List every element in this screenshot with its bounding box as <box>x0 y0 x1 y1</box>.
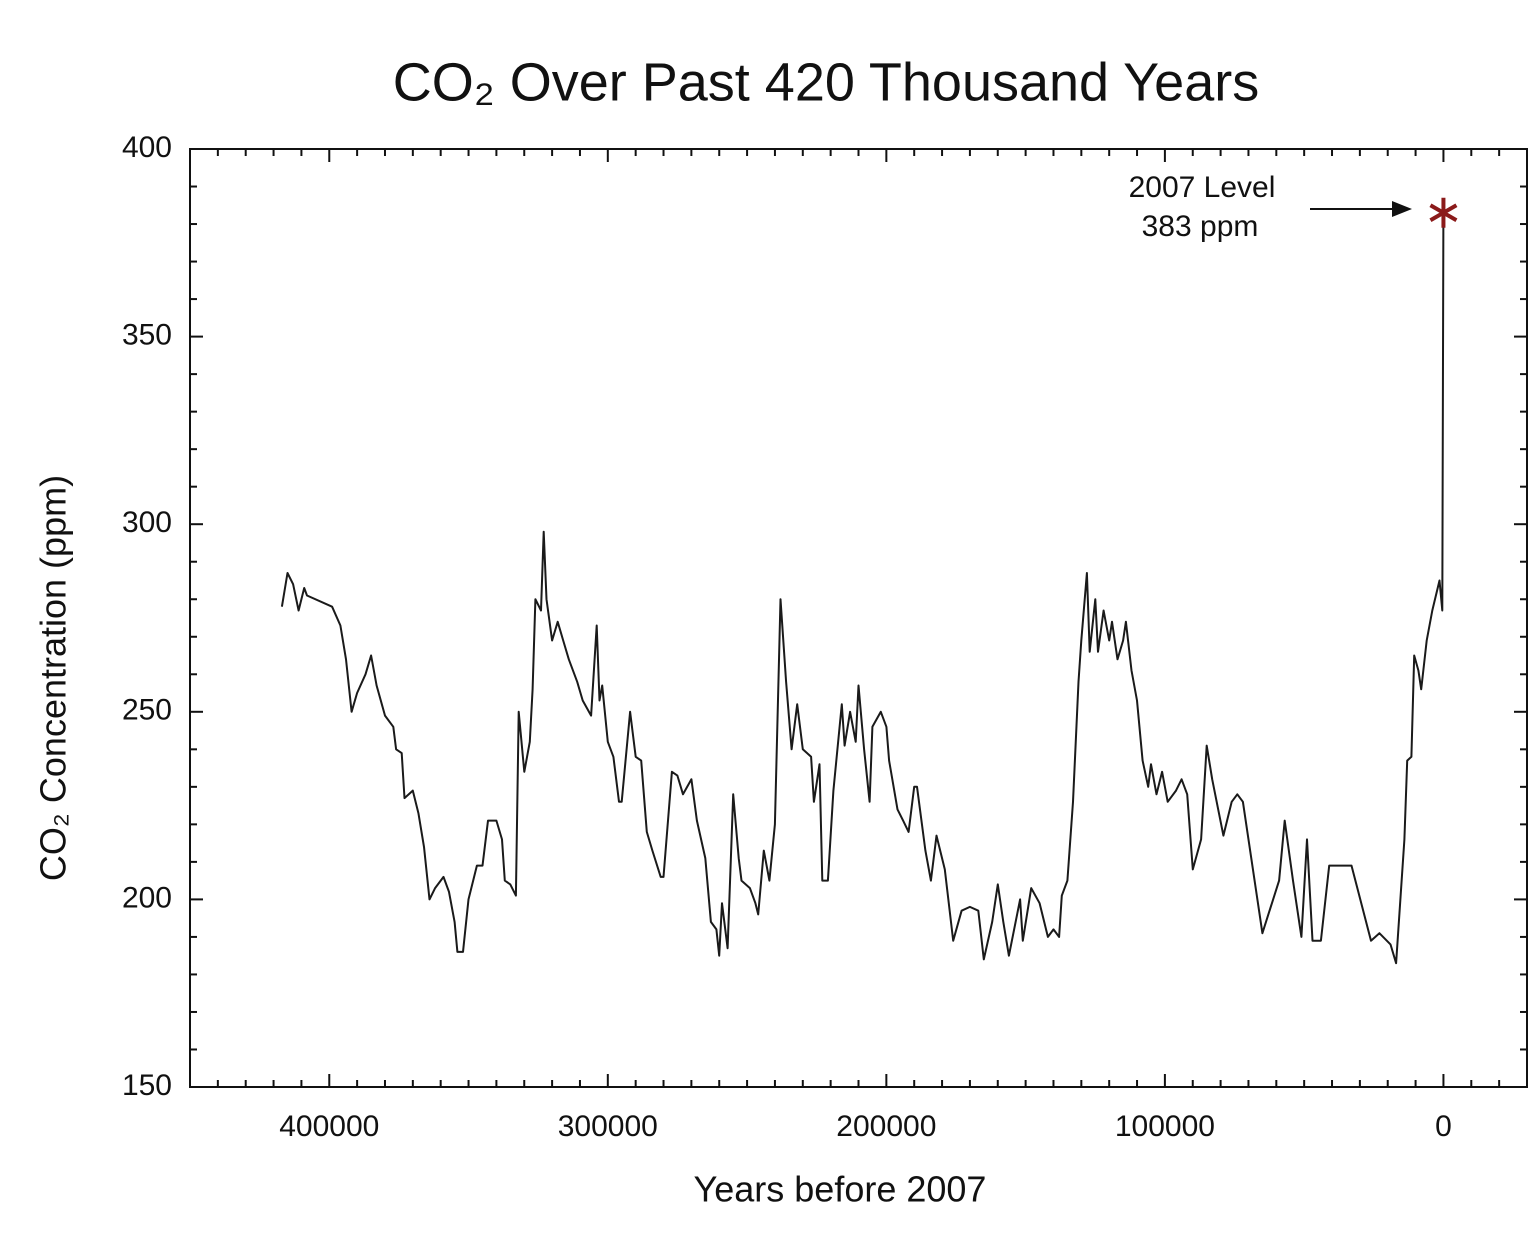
x-tick-label: 200000 <box>836 1110 936 1143</box>
x-axis-label: Years before 2007 <box>694 1169 987 1210</box>
y-tick-label: 250 <box>122 694 172 727</box>
y-axis-label: CO₂ Concentration (ppm) <box>33 475 74 881</box>
plot-frame <box>189 148 1528 1088</box>
data-line <box>280 212 1445 965</box>
x-tick-label: 300000 <box>558 1110 658 1143</box>
y-tick-label: 150 <box>122 1069 172 1102</box>
x-tick-label: 0 <box>1435 1110 1452 1143</box>
star-marker <box>1429 197 1458 228</box>
y-tick-label: 200 <box>122 881 172 914</box>
chart-title: CO₂ Over Past 420 Thousand Years <box>393 52 1259 112</box>
annotation-arrowhead <box>1392 201 1412 217</box>
x-tick-label: 100000 <box>1115 1110 1215 1143</box>
annotation-text: 383 ppm <box>1142 210 1259 243</box>
x-tick-label: 400000 <box>279 1110 379 1143</box>
y-tick-label: 300 <box>122 506 172 539</box>
y-tick-label: 350 <box>122 319 172 352</box>
annotation-text: 2007 Level <box>1129 171 1276 204</box>
y-tick-label: 400 <box>122 131 172 164</box>
